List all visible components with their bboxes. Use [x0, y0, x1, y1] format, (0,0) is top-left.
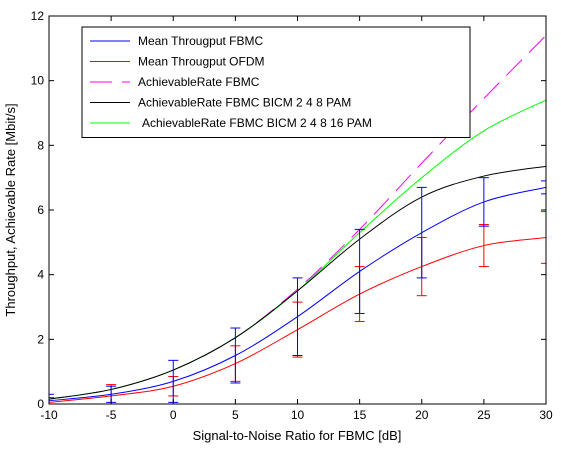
legend-item: Mean Througput FBMC [90, 34, 264, 48]
error-bar [541, 211, 546, 264]
legend-label: AchievableRate FBMC BICM 2 4 8 PAM [138, 96, 351, 110]
legend-item: Mean Througput OFDM [90, 55, 265, 69]
error-bar [541, 180, 546, 195]
x-tick-label: -5 [106, 408, 117, 422]
error-bar [354, 228, 365, 314]
x-tick-label: 10 [291, 408, 305, 422]
y-tick-label: 4 [37, 268, 44, 282]
error-bar [49, 397, 54, 404]
y-tick-label: 8 [37, 138, 44, 152]
y-tick-label: 0 [37, 397, 44, 411]
legend-item: AchievableRate FBMC [90, 75, 260, 89]
error-bar [478, 177, 489, 227]
x-axis-label: Signal-to-Noise Ratio for FBMC [dB] [193, 428, 402, 443]
legend-label: AchievableRate FBMC BICM 2 4 8 16 PAM [142, 116, 372, 130]
y-tick-label: 2 [37, 332, 44, 346]
x-tick-label: 15 [353, 408, 367, 422]
x-tick-label: 0 [170, 408, 177, 422]
legend-item: AchievableRate FBMC BICM 2 4 8 16 PAM [90, 116, 372, 130]
legend-label: Mean Througput FBMC [138, 34, 264, 48]
x-tick-label: 30 [539, 408, 553, 422]
error-bar [416, 186, 427, 279]
x-tick-label: 25 [477, 408, 491, 422]
legend-item: AchievableRate FBMC BICM 2 4 8 PAM [90, 96, 351, 110]
series-0 [49, 177, 546, 404]
error-bar [292, 277, 303, 356]
x-tick-label: -10 [40, 408, 58, 422]
error-bar [230, 327, 241, 384]
y-axis-label: Throughput, Achievable Rate [Mbit/s] [3, 103, 18, 316]
legend: Mean Througput FBMC Mean Througput OFDM Ac… [81, 26, 471, 138]
x-tick-label: 20 [415, 408, 429, 422]
y-tick-label: 10 [31, 74, 45, 88]
x-tick-label: 5 [232, 408, 239, 422]
legend-box [81, 26, 471, 138]
error-bar [49, 393, 54, 404]
legend-label: AchievableRate FBMC [138, 75, 260, 89]
y-tick-label: 12 [31, 9, 45, 23]
legend-label: Mean Througput OFDM [138, 55, 265, 69]
y-tick-label: 6 [37, 203, 44, 217]
